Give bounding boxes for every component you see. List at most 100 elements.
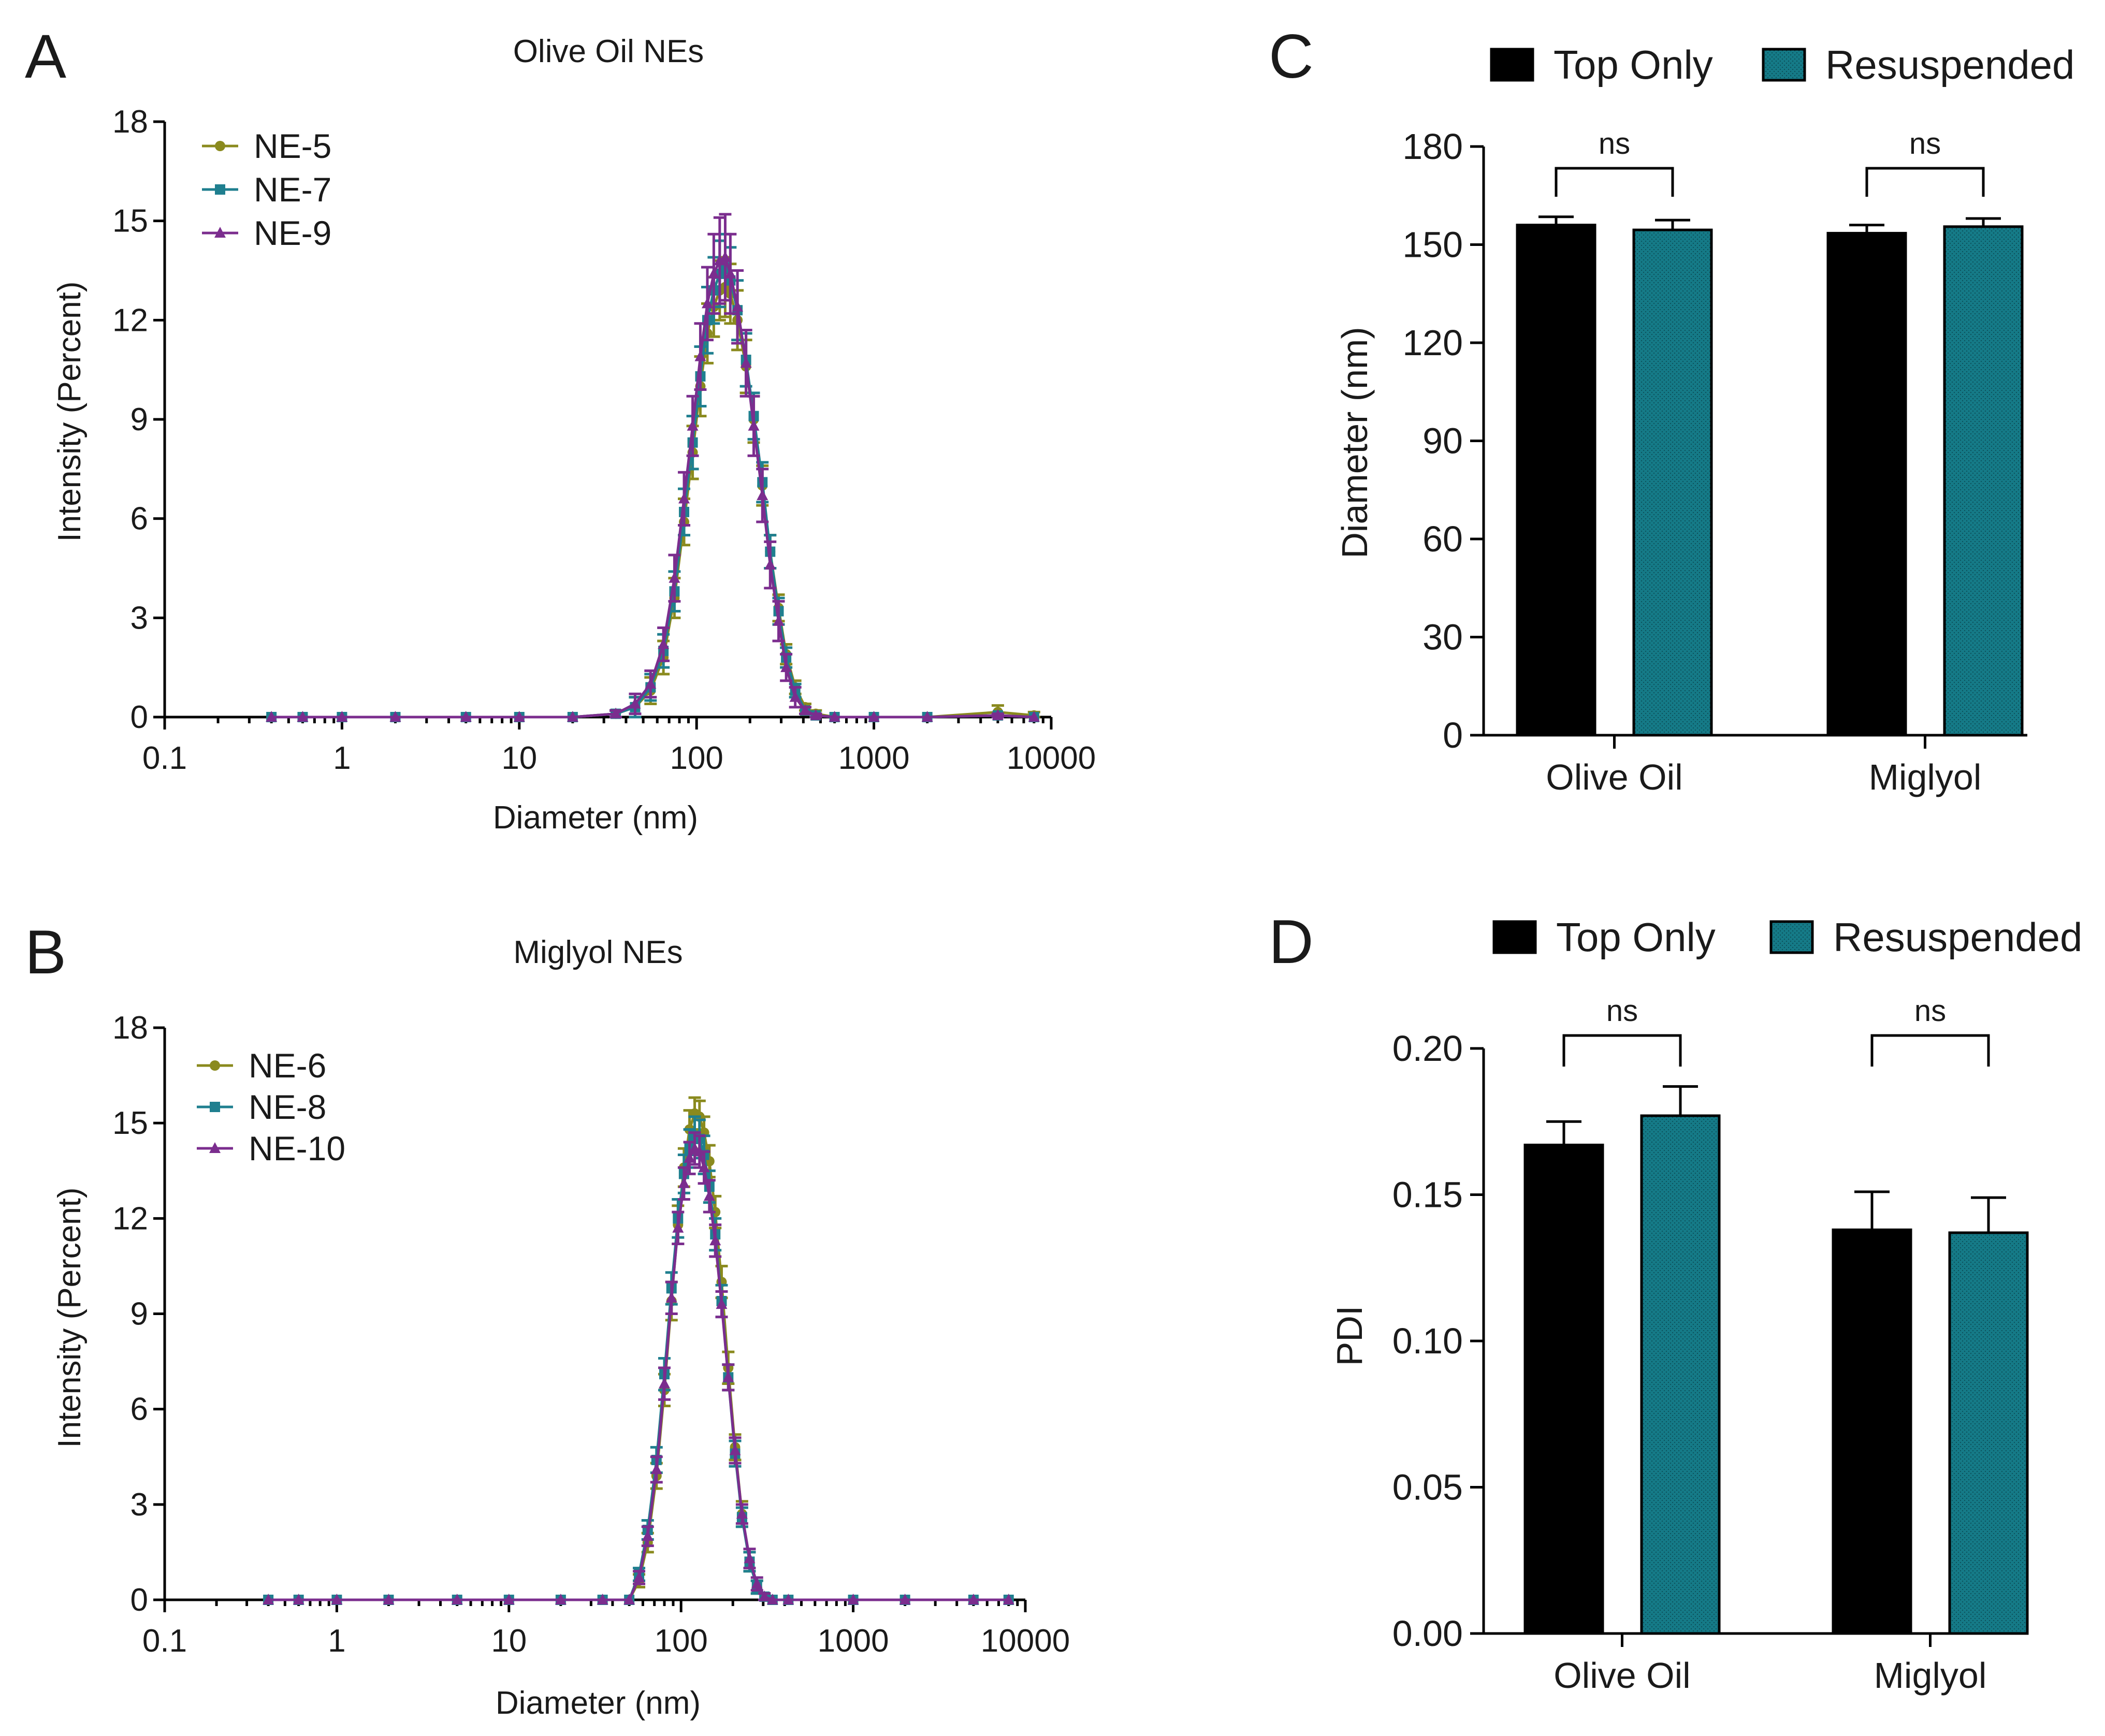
chart-a-data-point: [336, 711, 348, 722]
chart-b-series-ne-8: [263, 1115, 1014, 1605]
chart-c-category-label: Olive Oil: [1546, 757, 1682, 797]
chart-a-data-point: [694, 350, 706, 361]
chart-d-significance-label: ns: [1606, 994, 1638, 1028]
chart-b-y-tick-label: 9: [130, 1296, 148, 1332]
chart-a-data-point: [740, 357, 752, 368]
chart-d-legend-swatch: [1492, 920, 1537, 954]
chart-b-y-tick-label: 15: [112, 1105, 148, 1141]
chart-a-data-point: [678, 492, 690, 504]
chart-a-data-point: [773, 615, 785, 626]
chart-c-category-label: Miglyol: [1869, 757, 1982, 797]
chart-a-data-point: [645, 678, 657, 689]
chart-b-data-point: [555, 1594, 567, 1604]
chart-a-x-tick-label: 10000: [1007, 740, 1096, 776]
chart-a-data-point: [460, 711, 472, 722]
chart-b-data-point: [703, 1190, 715, 1201]
chart-b-data-point: [293, 1594, 304, 1604]
chart-b-data-point: [782, 1594, 794, 1604]
chart-b-data-point: [684, 1151, 695, 1163]
chart-a-title: Olive Oil NEs: [513, 34, 704, 69]
chart-b-data-point: [967, 1594, 979, 1604]
chart-d-legend: Top Only Resuspended: [1492, 914, 2082, 960]
chart-b-data-point: [1003, 1594, 1014, 1604]
chart-d-y-tick-label: 0.10: [1392, 1321, 1463, 1361]
panel-letter-d: D: [1269, 907, 1314, 976]
chart-b-x-tick-label: 10000: [981, 1623, 1070, 1659]
chart-b-legend: NE-6NE-8NE-10: [197, 1046, 345, 1168]
chart-a-x-tick-label: 1000: [838, 740, 910, 776]
chart-b-legend-marker: [210, 1060, 220, 1071]
chart-b-data-point: [331, 1594, 343, 1604]
chart-a-series-line: [271, 255, 1034, 719]
chart-b-series-ne-6: [263, 1096, 1014, 1605]
chart-a-data-point: [629, 697, 641, 709]
chart-c-bar-resuspended: [1632, 228, 1713, 737]
chart-b-x-tick-label: 10: [491, 1623, 527, 1659]
chart-a-data-point: [748, 419, 760, 431]
chart-a-data-point: [829, 711, 840, 722]
chart-a-data-point: [921, 711, 933, 722]
chart-b-data-point: [383, 1594, 395, 1604]
chart-b-data-point: [658, 1377, 670, 1389]
chart-a-data-point: [658, 638, 670, 649]
chart-a-xlabel: Diameter (nm): [493, 800, 698, 836]
chart-b-legend-label: NE-8: [249, 1088, 326, 1126]
chart-a-legend-marker: [215, 141, 225, 151]
chart-b-x-tick-label: 1: [328, 1623, 345, 1659]
chart-b-data-point: [899, 1594, 911, 1604]
chart-d-y-tick-label: 0.00: [1392, 1613, 1463, 1654]
chart-a-data-point: [810, 709, 822, 720]
chart-a-x-tick-label: 1: [333, 740, 351, 776]
panel-letter-b: B: [25, 917, 66, 987]
chart-a-data-point: [708, 267, 720, 279]
chart-d-y-tick-label: 0.05: [1392, 1467, 1463, 1508]
chart-b-axes: 0 3 6 9 12 15 18 0.1 1 10 100 1000 10000: [112, 1010, 1070, 1659]
chart-c-axes: 0 30 60 90 120 150 180 Olive Oil Miglyol: [1402, 126, 2027, 797]
chart-a-legend-label: NE-5: [254, 127, 331, 165]
chart-c-y-tick-label: 180: [1402, 126, 1463, 167]
chart-a-legend: NE-5 NE-7 NE-9: [202, 127, 331, 252]
chart-b-data-point: [729, 1444, 741, 1455]
chart-a-legend-marker: [214, 227, 226, 238]
chart-c-bar-top-only: [1826, 231, 1907, 737]
chart-b-series-ne-10: [263, 1131, 1014, 1604]
chart-c-legend-label: Resuspended: [1825, 42, 2074, 87]
panel-a-line-chart: Olive Oil NEs Diameter (nm) Intensity (P…: [52, 34, 1096, 836]
chart-a-y-tick-label: 0: [130, 699, 148, 735]
chart-d-legend-swatch: [1769, 920, 1814, 954]
chart-b-data-point: [716, 1298, 728, 1309]
chart-d-y-tick-label: 0.20: [1392, 1028, 1463, 1069]
chart-b-y-tick-label: 3: [130, 1487, 148, 1523]
chart-c-legend-swatch: [1762, 48, 1806, 82]
chart-b-data-point: [722, 1371, 734, 1382]
chart-a-x-tick-label: 100: [670, 740, 723, 776]
chart-b-data-point: [759, 1590, 771, 1601]
chart-a-data-point: [266, 711, 278, 722]
chart-a-data-point: [800, 704, 811, 716]
chart-b-data-point: [650, 1463, 662, 1475]
chart-b-data-point: [744, 1552, 756, 1564]
chart-a-series-ne-7: [266, 232, 1039, 722]
chart-d-bar-top-only: [1523, 1143, 1604, 1635]
chart-a-y-tick-label: 18: [112, 104, 148, 140]
chart-a-data-point: [297, 711, 309, 722]
panel-d-bar-chart: PDI 0.00 0.05 0.10 0.15 0.20 Olive Oil Miglyol…: [1329, 914, 2082, 1696]
chart-a-data-point: [789, 691, 801, 702]
chart-c-significance-label: ns: [1909, 127, 1941, 161]
chart-a-x-tick-label: 0.1: [142, 740, 187, 776]
chart-a-data-point: [669, 572, 680, 583]
chart-a-data-point: [732, 300, 744, 312]
chart-a-series-line: [271, 285, 1035, 719]
chart-d-legend-label: Top Only: [1556, 914, 1716, 960]
chart-c-bar-top-only: [1516, 224, 1596, 737]
chart-b-series-line: [268, 1146, 1009, 1601]
chart-a-series-ne-9: [266, 213, 1040, 722]
chart-a-series-line: [271, 265, 1034, 719]
chart-a-data-point: [567, 711, 578, 722]
chart-c-y-tick-label: 60: [1422, 519, 1463, 559]
panel-b-line-chart: Miglyol NEs Diameter (nm) Intensity (Per…: [52, 935, 1070, 1721]
chart-d-significance-bracket: [1562, 1034, 1682, 1067]
chart-b-legend-marker: [210, 1102, 220, 1112]
chart-b-data-point: [766, 1594, 778, 1604]
